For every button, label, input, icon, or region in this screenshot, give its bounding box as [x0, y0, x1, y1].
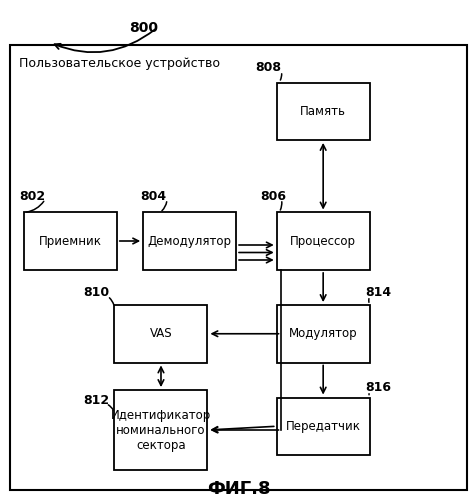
Bar [114, 305, 207, 362]
Text: 816: 816 [364, 381, 390, 394]
Text: 808: 808 [255, 61, 281, 74]
Text: Передатчик: Передатчик [285, 420, 360, 432]
Text: 802: 802 [19, 190, 45, 202]
Bar [276, 212, 369, 270]
Text: Идентификатор
номинального
сектора: Идентификатор номинального сектора [110, 408, 211, 452]
Text: Приемник: Приемник [39, 234, 102, 248]
Bar [24, 212, 117, 270]
Bar [276, 305, 369, 362]
Bar [10, 45, 466, 490]
Text: 810: 810 [83, 286, 109, 299]
Text: 812: 812 [83, 394, 109, 406]
Text: Демодулятор: Демодулятор [147, 234, 231, 248]
Bar [143, 212, 236, 270]
Text: Процессор: Процессор [289, 234, 356, 248]
Bar [114, 390, 207, 470]
Bar [276, 398, 369, 455]
Text: 804: 804 [140, 190, 167, 202]
Text: 806: 806 [259, 190, 286, 202]
Text: 800: 800 [129, 20, 158, 34]
Text: Модулятор: Модулятор [288, 327, 357, 340]
Bar [276, 82, 369, 140]
Text: VAS: VAS [149, 327, 172, 340]
Text: Пользовательское устройство: Пользовательское устройство [19, 58, 219, 70]
Text: ФИГ.8: ФИГ.8 [206, 480, 270, 498]
Text: Память: Память [299, 105, 346, 118]
Text: 814: 814 [364, 286, 390, 299]
